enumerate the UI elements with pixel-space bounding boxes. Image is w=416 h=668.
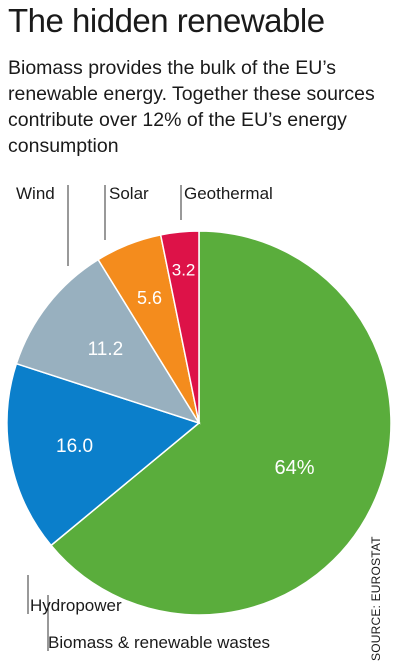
category-labels: Biomass & renewable wastes Hydropower Wind… xyxy=(16,184,273,652)
category-label-biomass-and-renewable-wastes: Biomass & renewable wastes xyxy=(48,633,270,652)
slice-geothermal xyxy=(159,230,200,424)
value-labels: 64% 16.0 11.2 5.6 3.2 xyxy=(56,261,315,479)
category-label-wind: Wind xyxy=(16,184,55,203)
value-label-wind: 11.2 xyxy=(88,339,124,360)
value-label-hydropower: 16.0 xyxy=(56,436,93,457)
pie-slices xyxy=(6,230,392,616)
chart-title: The hidden renewable xyxy=(8,2,325,39)
value-label-solar: 5.6 xyxy=(137,288,162,308)
category-label-solar: Solar xyxy=(109,184,149,203)
category-label-hydropower: Hydropower xyxy=(30,596,122,615)
value-label-biomass-and-renewable-wastes: 64% xyxy=(275,457,315,479)
source-note: SOURCE: EUROSTAT xyxy=(369,536,383,661)
leader-lines xyxy=(27,185,182,651)
slice-biomass-and-renewable-wastes xyxy=(50,230,392,616)
chart-subtitle: Biomass provides the bulk of the EU’s re… xyxy=(8,57,375,157)
slice-wind xyxy=(15,258,201,425)
value-label-geothermal: 3.2 xyxy=(172,261,196,280)
slice-hydropower xyxy=(6,362,201,547)
category-label-geothermal: Geothermal xyxy=(184,184,273,203)
